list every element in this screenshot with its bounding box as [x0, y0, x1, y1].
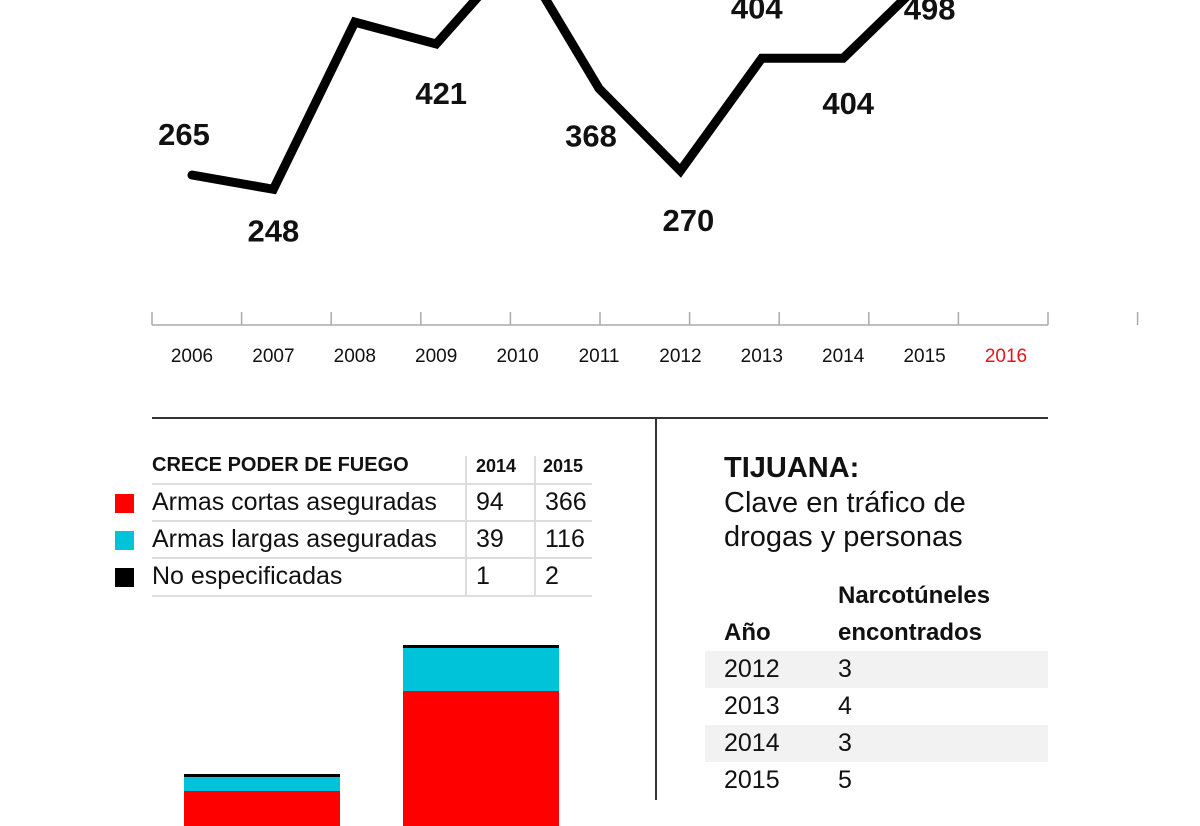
data-label: 368	[565, 118, 617, 153]
bar-segment	[184, 791, 340, 826]
cell: 366	[545, 488, 587, 517]
data-label: 421	[415, 76, 467, 111]
data-label: 404	[731, 0, 783, 25]
x-tick-label: 2014	[822, 346, 865, 367]
col-header-year: Año	[724, 619, 771, 647]
legend-swatch-red	[115, 494, 134, 513]
line-chart: 2006 2007 2008 2009 2010 2011 2012 2013 2014 2015…	[0, 0, 1200, 420]
cell-count: 4	[838, 692, 852, 721]
data-label: 498	[904, 0, 956, 26]
x-tick-label: 2008	[334, 346, 376, 367]
row-divider	[152, 557, 592, 559]
x-tick-label: 2015	[903, 346, 945, 367]
bar-segment	[403, 648, 559, 691]
cell: 116	[545, 525, 585, 554]
x-tick-label: 2013	[741, 346, 783, 367]
column-divider	[655, 418, 657, 800]
table-row: 2015 5	[705, 762, 1048, 799]
table-row: 2012 3	[705, 651, 1048, 688]
row-divider	[152, 520, 592, 522]
x-tick-label: 2007	[252, 346, 294, 367]
cell-count: 3	[838, 655, 852, 684]
row-label: No especificadas	[152, 562, 342, 591]
row-divider	[152, 595, 592, 597]
data-label: 404	[822, 86, 874, 121]
legend-swatch-black	[115, 568, 134, 587]
col-header-2015: 2015	[543, 456, 583, 477]
x-tick-label: 2011	[579, 346, 620, 367]
table-row: 2013 4	[705, 688, 1048, 725]
bar-segment	[403, 645, 559, 648]
section-divider	[152, 417, 1048, 419]
tijuana-subtitle-line: drogas y personas	[724, 521, 963, 554]
bar-segment	[184, 774, 340, 777]
data-label: 265	[158, 117, 210, 152]
bar-segment	[403, 691, 559, 826]
data-label: 270	[663, 203, 715, 238]
row-label: Armas largas aseguradas	[152, 525, 437, 554]
col-header-tunnels: encontrados	[838, 619, 982, 647]
row-divider	[152, 483, 592, 485]
cell: 2	[545, 562, 559, 591]
cell-year: 2013	[724, 692, 780, 721]
col-divider	[534, 456, 536, 596]
cell-year: 2015	[724, 766, 780, 795]
x-tick-label: 2016	[985, 346, 1027, 367]
cell: 39	[476, 525, 504, 554]
data-label: 248	[248, 213, 300, 248]
tijuana-title: TIJUANA:	[724, 452, 859, 485]
x-tick-label: 2010	[496, 346, 538, 367]
series-line	[192, 0, 925, 189]
col-header-2014: 2014	[476, 456, 516, 477]
row-label: Armas cortas aseguradas	[152, 488, 437, 517]
cell: 94	[476, 488, 504, 517]
cell: 1	[476, 562, 490, 591]
cell-count: 3	[838, 729, 852, 758]
x-tick-label: 2009	[415, 346, 457, 367]
cell-year: 2014	[724, 729, 780, 758]
legend-swatch-cyan	[115, 531, 134, 550]
tijuana-subtitle-line: Clave en tráfico de	[724, 487, 966, 520]
firepower-title: CRECE PODER DE FUEGO	[152, 454, 409, 477]
x-tick-label: 2012	[659, 346, 701, 367]
x-tick-label: 2006	[171, 346, 213, 367]
col-divider	[465, 456, 467, 596]
bar-segment	[184, 777, 340, 791]
cell-year: 2012	[724, 655, 780, 684]
table-row: 2014 3	[705, 725, 1048, 762]
col-header-tunnels: Narcotúneles	[838, 582, 990, 610]
cell-count: 5	[838, 766, 852, 795]
